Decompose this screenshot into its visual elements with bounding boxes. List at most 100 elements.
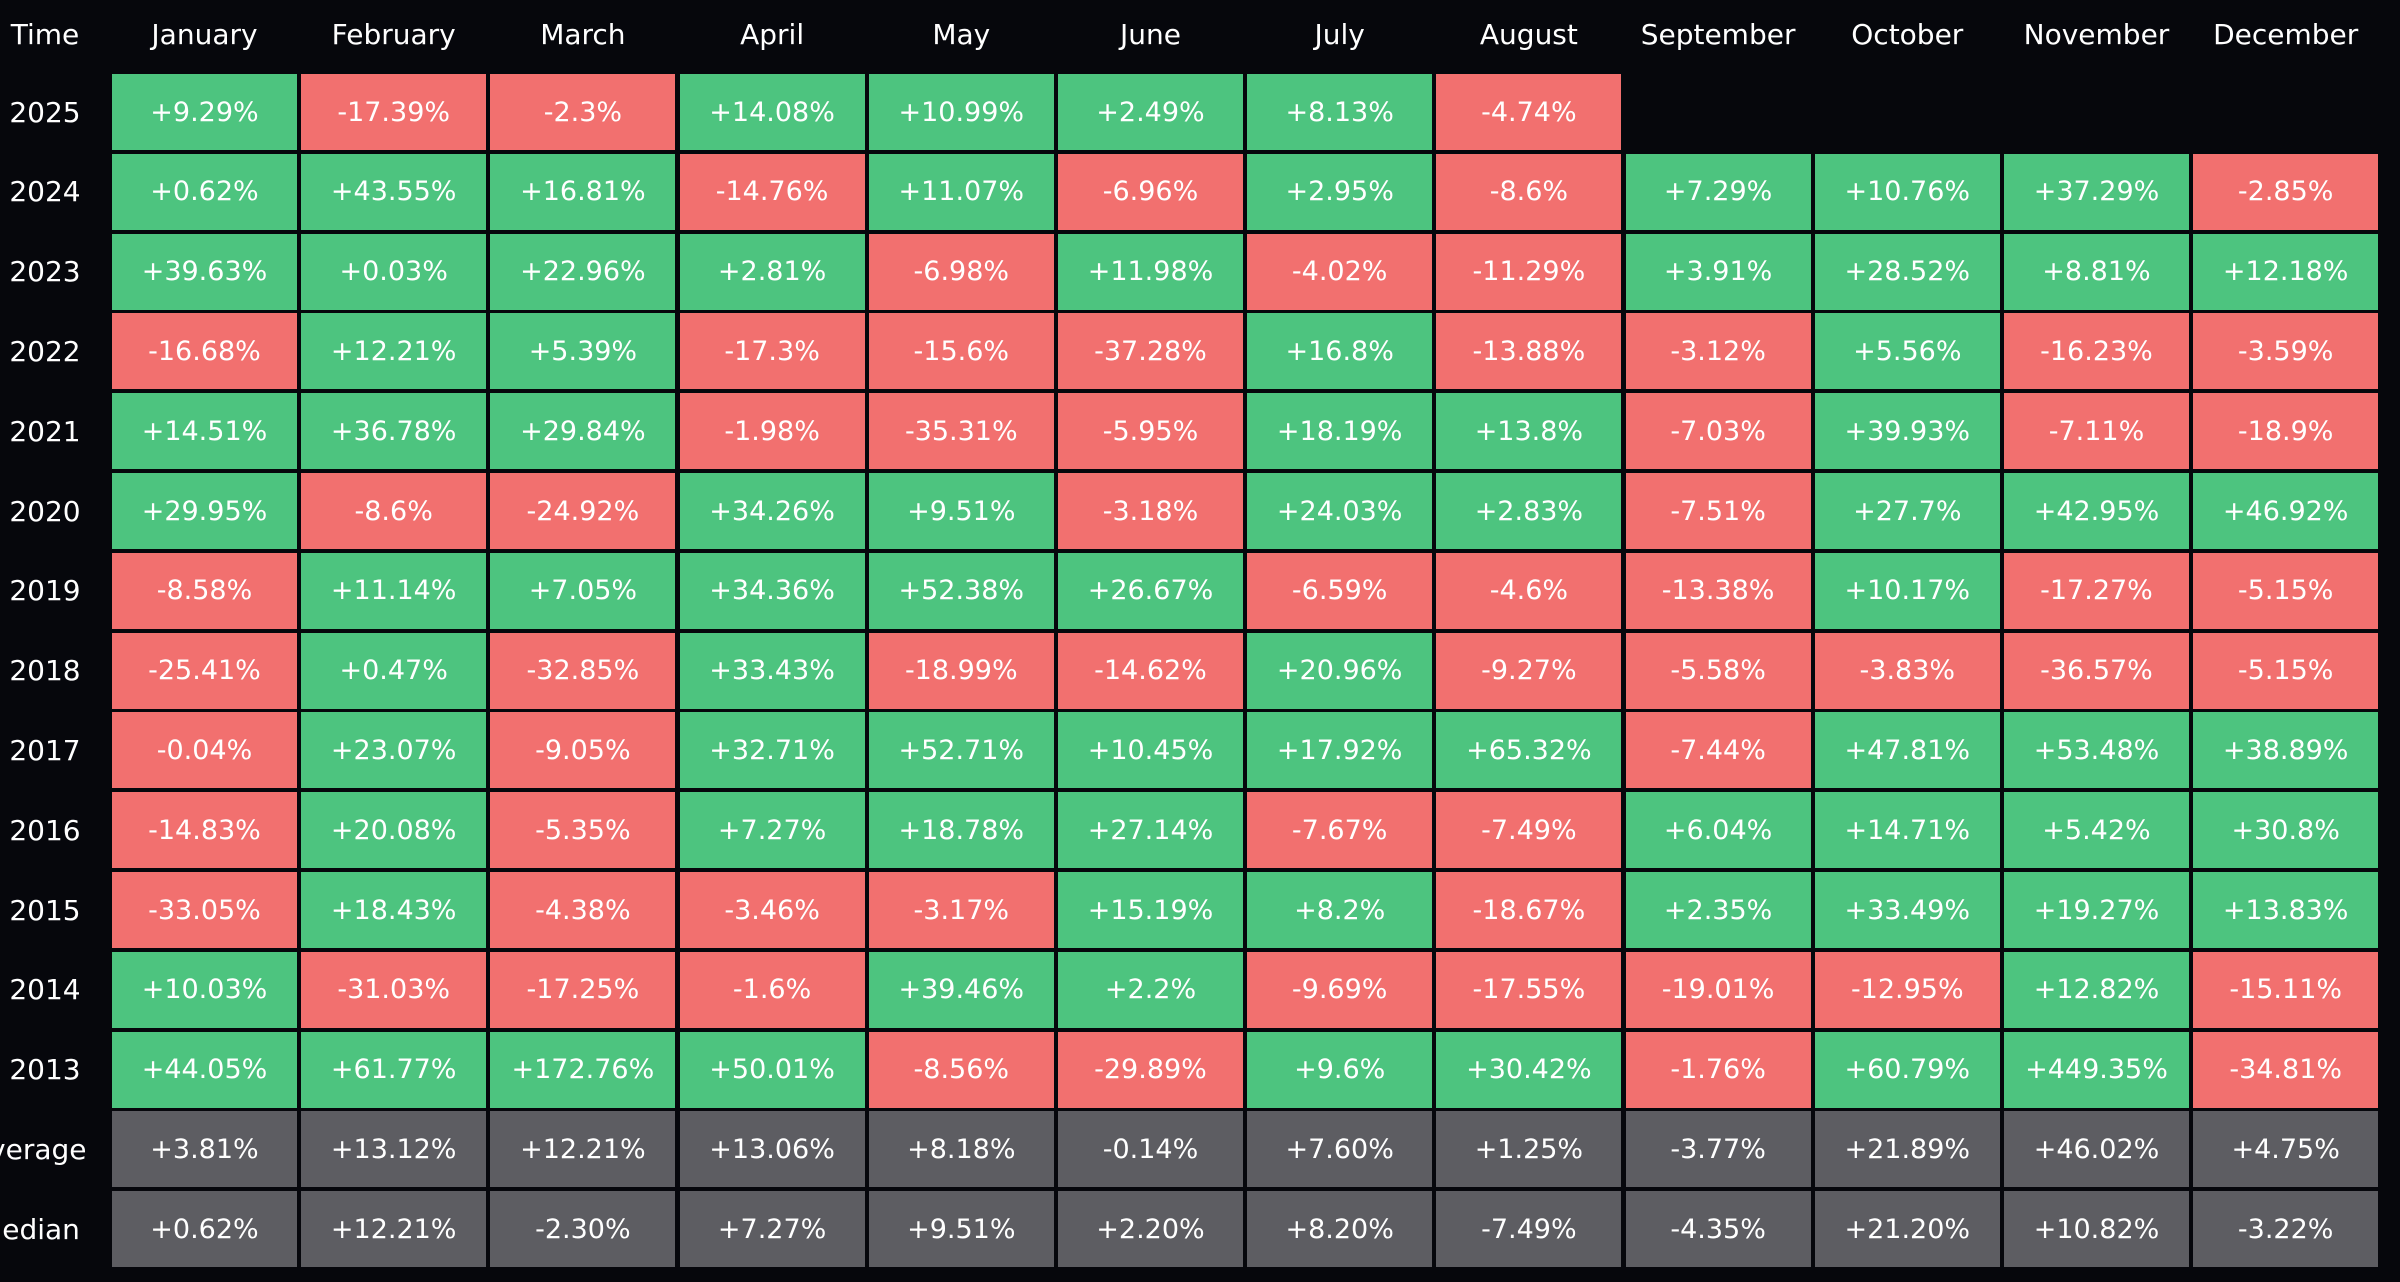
summary-cell: +46.02% [2004,1111,2189,1188]
return-cell: +18.43% [301,872,487,948]
return-cell: -8.58% [112,552,297,629]
return-cell: -19.01% [1625,951,1811,1028]
column-header-june: June [1120,17,1181,51]
return-cell: +8.13% [1247,74,1433,150]
summary-cell: +21.20% [1814,1191,2000,1268]
return-cell: -18.9% [2193,393,2379,470]
return-cell: -3.59% [2193,313,2379,390]
return-cell: -33.05% [112,872,297,948]
summary-cell: -7.49% [1436,1191,1622,1268]
return-cell: +11.14% [301,552,487,629]
return-cell: +2.81% [679,233,865,310]
return-cell: -7.11% [2004,393,2189,470]
return-cell: +14.71% [1814,792,2000,869]
return-cell: +43.55% [301,153,487,230]
summary-cell: +10.82% [2004,1191,2189,1268]
column-header-may: May [932,17,991,51]
return-cell: +28.52% [1814,233,2000,310]
return-cell: -15.11% [2193,951,2379,1028]
return-cell: -3.18% [1058,473,1243,549]
return-cell: +33.49% [1814,872,2000,948]
return-cell: +3.91% [1625,233,1811,310]
return-cell: +11.07% [868,153,1054,230]
return-cell: -3.46% [679,872,865,948]
column-header-december: December [2213,17,2359,51]
return-cell: -24.92% [490,473,676,549]
return-cell: +61.77% [301,1031,487,1108]
return-cell: -32.85% [490,632,676,709]
return-cell: +12.82% [2004,951,2189,1028]
summary-cell: -3.22% [2193,1191,2379,1268]
row-label-year: 2016 [9,813,81,847]
return-cell: -14.83% [112,792,297,869]
return-cell: +172.76% [490,1031,676,1108]
return-cell: -5.15% [2193,552,2379,629]
header-time-label: Time [10,17,80,51]
return-cell: +449.35% [2004,1031,2189,1108]
return-cell: +46.92% [2193,473,2379,549]
return-cell: +27.14% [1058,792,1243,869]
return-cell: +8.2% [1247,872,1433,948]
return-cell: +7.05% [490,552,676,629]
return-cell: -36.57% [2004,632,2189,709]
return-cell: +2.49% [1058,74,1243,150]
summary-cell: +13.06% [679,1111,865,1188]
return-cell: +18.19% [1247,393,1433,470]
row-label-year: 2024 [9,175,81,209]
row-label-year: 2023 [9,255,81,289]
return-cell: -4.74% [1436,74,1622,150]
row-label-year: 2014 [9,973,81,1007]
return-cell: +10.76% [1814,153,2000,230]
return-cell: +42.95% [2004,473,2189,549]
summary-cell: -0.14% [1058,1111,1243,1188]
row-label-year: 2019 [9,574,81,608]
return-cell: +18.78% [868,792,1054,869]
summary-cell: +12.21% [301,1191,487,1268]
return-cell: +22.96% [490,233,676,310]
return-cell: -12.95% [1814,951,2000,1028]
return-cell: +9.6% [1247,1031,1433,1108]
row-label-year: 2022 [9,334,81,368]
return-cell: +34.36% [679,552,865,629]
summary-cell: +1.25% [1436,1111,1622,1188]
return-cell: +52.71% [868,712,1054,789]
return-cell: -11.29% [1436,233,1622,310]
return-cell: +30.8% [2193,792,2379,869]
return-cell: -16.23% [2004,313,2189,390]
return-cell: +38.89% [2193,712,2379,789]
return-cell: +2.2% [1058,951,1243,1028]
return-cell: +5.56% [1814,313,2000,390]
return-cell: -25.41% [112,632,297,709]
column-header-september: September [1640,17,1796,51]
return-cell: +6.04% [1625,792,1811,869]
return-cell: -3.83% [1814,632,2000,709]
return-cell: -0.04% [112,712,297,789]
return-cell: -17.55% [1436,951,1622,1028]
summary-cell: +7.27% [679,1191,865,1268]
return-cell: +37.29% [2004,153,2189,230]
return-cell: -35.31% [868,393,1054,470]
column-header-october: October [1851,17,1964,51]
return-cell: +12.18% [2193,233,2379,310]
return-cell: +33.43% [679,632,865,709]
summary-cell: +8.18% [868,1111,1054,1188]
return-cell: -15.6% [868,313,1054,390]
summary-cell: +8.20% [1247,1191,1433,1268]
return-cell: -5.15% [2193,632,2379,709]
return-cell: -7.44% [1625,712,1811,789]
return-cell: +36.78% [301,393,487,470]
return-cell: -6.59% [1247,552,1433,629]
return-cell: -1.98% [679,393,865,470]
column-header-august: August [1479,17,1578,51]
return-cell: -5.58% [1625,632,1811,709]
return-cell: +39.46% [868,951,1054,1028]
return-cell: +60.79% [1814,1031,2000,1108]
return-cell: +16.8% [1247,313,1433,390]
return-cell: -13.38% [1625,552,1811,629]
return-cell: +20.08% [301,792,487,869]
return-cell: +12.21% [301,313,487,390]
return-cell: -4.6% [1436,552,1622,629]
column-header-march: March [540,17,626,51]
return-cell: -8.6% [1436,153,1622,230]
row-label-year: 2017 [9,733,81,767]
